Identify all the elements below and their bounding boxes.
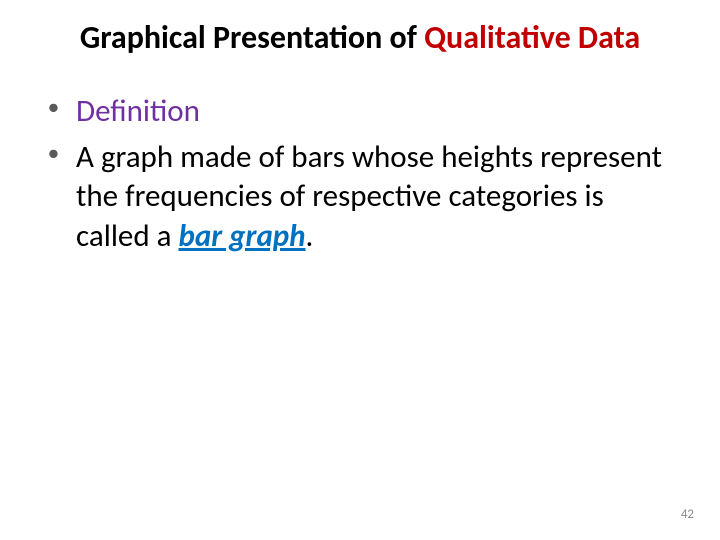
bullet-list: Definition A graph made of bars whose he… <box>48 92 672 257</box>
body-text-pre: A graph made of bars whose heights repre… <box>76 138 662 255</box>
slide-title: Graphical Presentation of Qualitative Da… <box>48 18 672 58</box>
title-part-red: Qualitative Data <box>424 18 640 57</box>
bullet-body: A graph made of bars whose heights repre… <box>48 138 672 257</box>
title-part-dark: Graphical Presentation of <box>80 18 424 57</box>
page-number: 42 <box>681 507 694 522</box>
bullet-definition: Definition <box>48 92 672 132</box>
definition-label: Definition <box>76 92 200 130</box>
term-bar-graph: bar graph <box>179 217 306 255</box>
body-text-post: . <box>306 217 314 255</box>
slide-container: Graphical Presentation of Qualitative Da… <box>0 0 720 540</box>
